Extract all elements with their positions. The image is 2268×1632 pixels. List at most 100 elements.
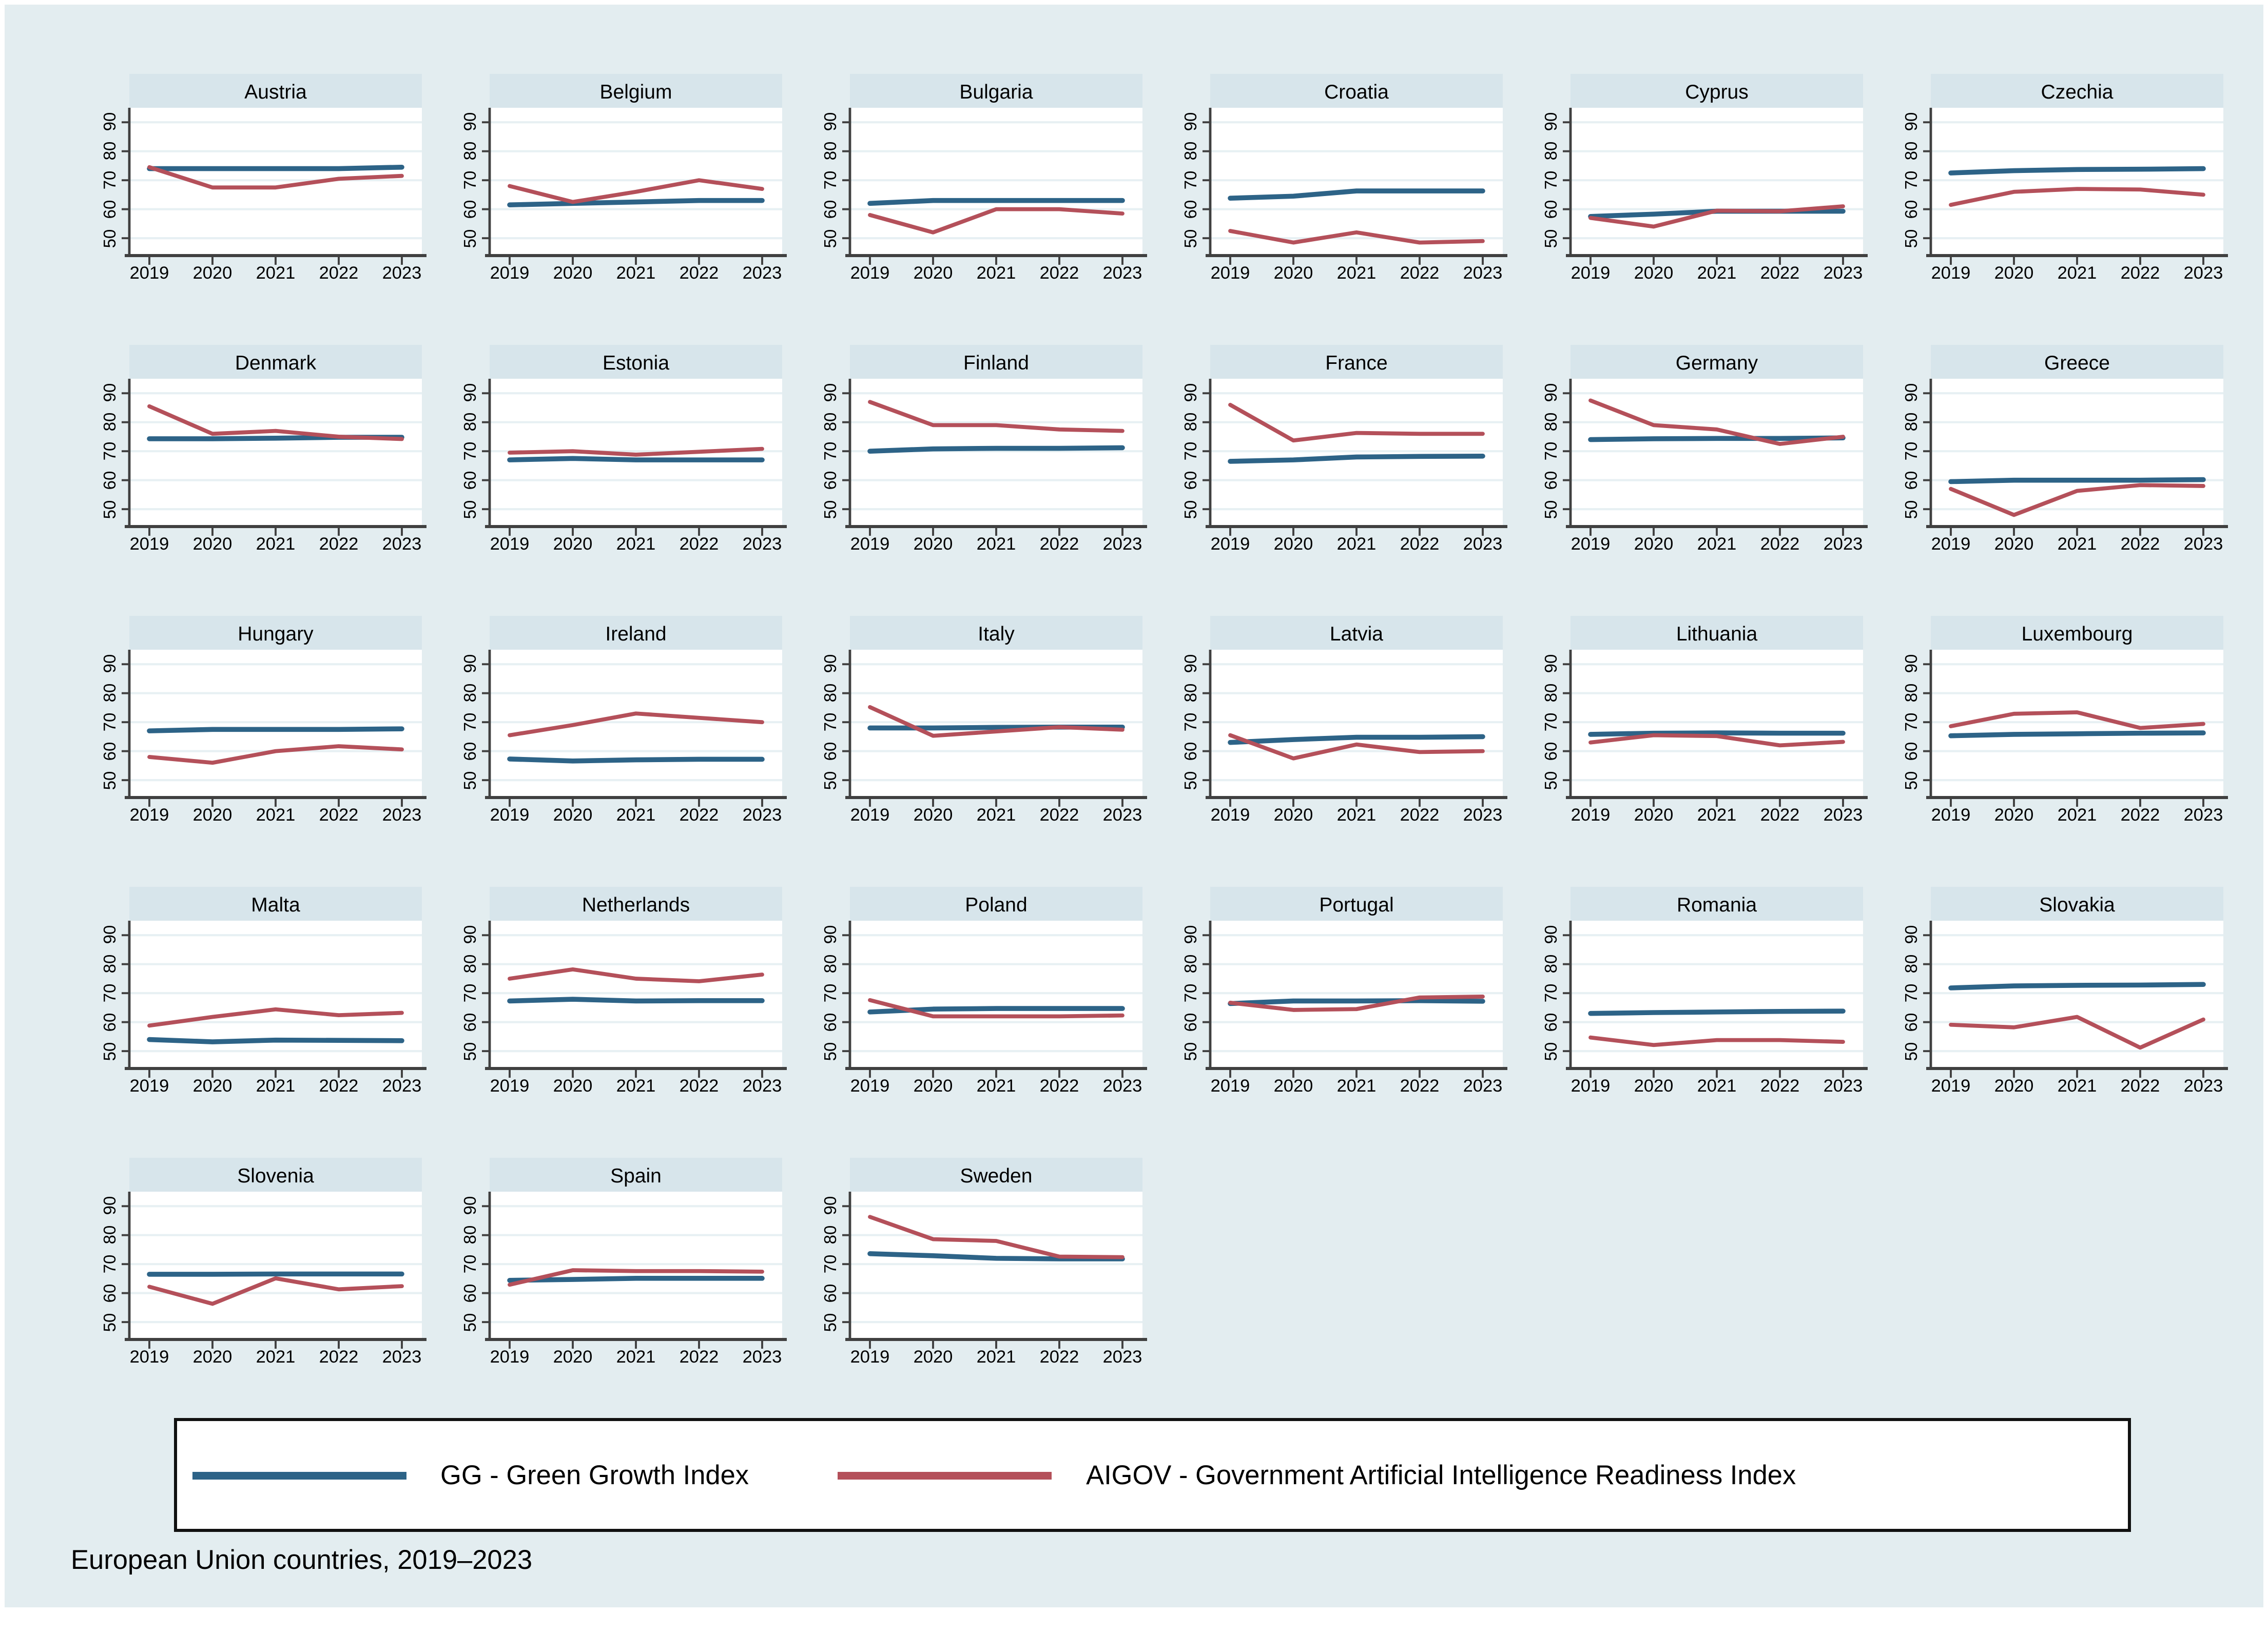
y-tick-label: 80 — [1183, 955, 1201, 974]
x-tick-label: 2023 — [382, 265, 422, 283]
plot-area — [842, 921, 1147, 1078]
aigov-line — [1949, 710, 2205, 730]
y-axis-labels: 50 60 70 80 90 — [1537, 108, 1571, 256]
y-tick-label: 60 — [1183, 200, 1201, 219]
plot-area — [1203, 379, 1507, 536]
x-tick-label: 2022 — [2120, 1078, 2160, 1096]
gg-line — [867, 445, 1125, 454]
panel-belgium: Belgium 50 60 70 80 90 2019 2020 2021 2022 2023 — [456, 74, 787, 296]
panel-title: Germany — [1571, 345, 1863, 379]
y-tick-label: 90 — [1183, 654, 1201, 674]
x-tick-label: 2019 — [490, 1349, 530, 1367]
x-axis-labels: 2019 2020 2021 2022 2023 — [850, 259, 1142, 296]
x-tick-label: 2020 — [1634, 1078, 1674, 1096]
x-tick-label: 2019 — [1210, 536, 1250, 554]
plot-area — [1203, 921, 1507, 1078]
x-tick-label: 2020 — [913, 536, 953, 554]
x-tick-label: 2022 — [1400, 1078, 1440, 1096]
aigov-line — [508, 1268, 764, 1287]
y-axis-labels: 50 60 70 80 90 — [95, 921, 129, 1068]
aigov-line — [1949, 1015, 2205, 1050]
y-tick-label: 70 — [1543, 170, 1561, 190]
x-tick-label: 2021 — [976, 536, 1016, 554]
x-tick-label: 2022 — [679, 1078, 719, 1096]
legend-label-aigov: AIGOV - Government Artificial Intelligen… — [1086, 1459, 1796, 1490]
y-tick-label: 50 — [822, 228, 841, 248]
y-tick-label: 70 — [462, 983, 480, 1003]
x-tick-label: 2022 — [2120, 807, 2160, 825]
legend-item-gg: GG - Green Growth Index — [192, 1459, 749, 1491]
panel-title: Luxembourg — [1931, 616, 2223, 650]
x-tick-label: 2022 — [319, 1078, 359, 1096]
y-tick-label: 60 — [1543, 1013, 1561, 1032]
aigov-line — [1588, 204, 1845, 229]
aigov-line — [147, 1276, 404, 1306]
y-tick-label: 60 — [102, 471, 120, 490]
x-tick-label: 2022 — [1400, 536, 1440, 554]
panel-title: Sweden — [850, 1158, 1142, 1192]
panel-title: Ireland — [490, 616, 782, 650]
panel-title: Czechia — [1931, 74, 2223, 108]
plot-area — [842, 650, 1147, 807]
aigov-line — [147, 1007, 404, 1028]
plot-area — [1563, 650, 1868, 807]
y-tick-label: 70 — [822, 983, 841, 1003]
y-tick-label: 80 — [1543, 142, 1561, 161]
y-tick-label: 70 — [1903, 712, 1922, 732]
x-tick-label: 2019 — [1931, 536, 1971, 554]
x-tick-label: 2021 — [1697, 536, 1737, 554]
y-tick-label: 70 — [1183, 712, 1201, 732]
x-axis-labels: 2019 2020 2021 2022 2023 — [129, 1343, 422, 1380]
x-tick-label: 2022 — [2120, 265, 2160, 283]
aigov-line — [147, 744, 404, 765]
x-tick-label: 2020 — [1273, 536, 1313, 554]
plot-area — [1563, 921, 1868, 1078]
y-tick-label: 50 — [822, 770, 841, 790]
panel-estonia: Estonia 50 60 70 80 90 2019 2020 2021 2022 2023 — [456, 345, 787, 567]
y-axis-labels: 50 60 70 80 90 — [1176, 108, 1210, 256]
gg-line — [867, 1251, 1125, 1261]
y-tick-label: 50 — [1543, 1041, 1561, 1061]
y-tick-label: 70 — [1183, 983, 1201, 1003]
x-tick-label: 2021 — [976, 265, 1016, 283]
panel-czechia: Czechia 50 60 70 80 90 2019 2020 2021 2022 2023 — [1897, 74, 2228, 296]
x-axis-labels: 2019 2020 2021 2022 2023 — [129, 801, 422, 838]
gg-line — [147, 726, 404, 733]
x-tick-label: 2019 — [129, 1078, 169, 1096]
panel-romania: Romania 50 60 70 80 90 2019 2020 2021 2022 2023 — [1537, 887, 1868, 1109]
y-tick-label: 90 — [1543, 383, 1561, 403]
y-tick-label: 50 — [1183, 228, 1201, 248]
y-tick-label: 50 — [1903, 499, 1922, 519]
y-tick-label: 80 — [462, 955, 480, 974]
x-axis-labels: 2019 2020 2021 2022 2023 — [490, 259, 782, 296]
x-tick-label: 2022 — [1039, 1349, 1079, 1367]
y-tick-label: 50 — [1183, 1041, 1201, 1061]
x-tick-label: 2023 — [382, 807, 422, 825]
x-tick-label: 2022 — [1760, 1078, 1800, 1096]
y-tick-label: 50 — [1903, 1041, 1922, 1061]
y-axis-labels: 50 60 70 80 90 — [1176, 650, 1210, 798]
x-tick-label: 2020 — [192, 1078, 232, 1096]
aigov-line — [1228, 733, 1485, 761]
panel-bulgaria: Bulgaria 50 60 70 80 90 2019 2020 2021 2022 2023 — [816, 74, 1147, 296]
panel-spain: Spain 50 60 70 80 90 2019 2020 2021 2022 2023 — [456, 1158, 787, 1380]
panel-title: Italy — [850, 616, 1142, 650]
y-tick-label: 50 — [1183, 770, 1201, 790]
y-tick-label: 90 — [822, 1196, 841, 1216]
y-tick-label: 60 — [102, 1284, 120, 1303]
aigov-line — [1228, 995, 1485, 1012]
panel-title: Netherlands — [490, 887, 782, 921]
plot-area — [1923, 650, 2228, 807]
y-tick-label: 70 — [102, 441, 120, 461]
x-tick-label: 2021 — [976, 807, 1016, 825]
y-tick-label: 60 — [462, 1284, 480, 1303]
gg-line — [1588, 435, 1846, 442]
y-tick-label: 90 — [102, 654, 120, 674]
y-tick-label: 50 — [1183, 499, 1201, 519]
plot-area — [482, 650, 787, 807]
x-axis-labels: 2019 2020 2021 2022 2023 — [850, 530, 1142, 567]
x-tick-label: 2021 — [1336, 265, 1377, 283]
y-tick-label: 90 — [1903, 383, 1922, 403]
x-axis-labels: 2019 2020 2021 2022 2023 — [490, 1343, 782, 1380]
y-tick-label: 90 — [1183, 925, 1201, 945]
